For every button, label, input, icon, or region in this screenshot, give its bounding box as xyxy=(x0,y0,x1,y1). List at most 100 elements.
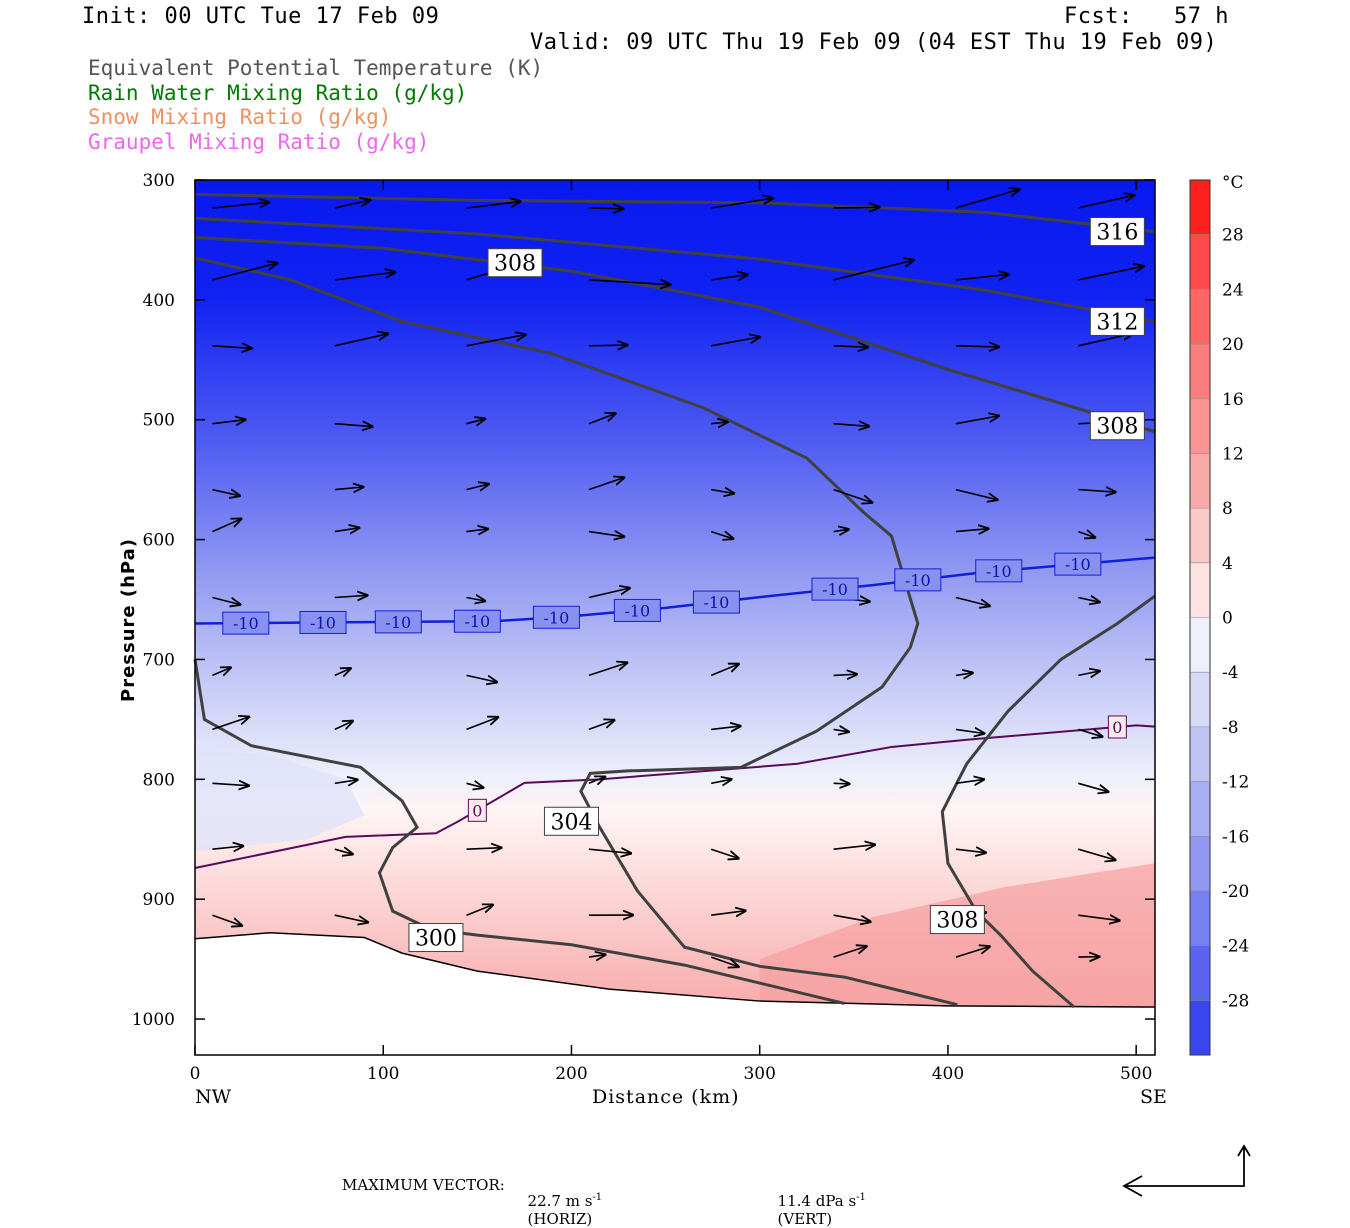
max-vector-vert-value: 11.4 dPa s xyxy=(778,1192,857,1210)
colorbar-label: 0 xyxy=(1222,609,1233,629)
colorbar-label: 4 xyxy=(1222,554,1233,574)
theta-e-label-text: 312 xyxy=(1096,310,1138,335)
reference-vector-icon xyxy=(1120,1140,1260,1200)
isotherm-minus10-label: -10 xyxy=(614,599,660,621)
colorbar-swatch xyxy=(1190,836,1210,891)
isotherm-label-text: -10 xyxy=(986,562,1012,581)
theta-e-label-text: 308 xyxy=(936,909,978,934)
max-vector-horiz: 22.7 m s-1 (HORIZ) xyxy=(518,1174,602,1228)
theta-e-label-316: 316 xyxy=(1090,218,1144,246)
max-vector-label: MAXIMUM VECTOR: xyxy=(342,1176,505,1194)
theta-e-label-312: 312 xyxy=(1090,307,1144,335)
colorbar-swatch xyxy=(1190,946,1210,1001)
theta-e-label-308: 308 xyxy=(1090,412,1144,440)
isotherm-minus10-label: -10 xyxy=(223,612,269,634)
x-tick-label: 300 xyxy=(743,1064,775,1084)
max-vector-vert-exp: -1 xyxy=(856,1192,866,1203)
isotherm-label-text: 0 xyxy=(472,801,482,820)
y-tick-label: 500 xyxy=(143,411,175,431)
theta-e-label-text: 308 xyxy=(1096,415,1138,440)
isotherm-label-text: -10 xyxy=(544,608,570,627)
theta-e-label-300: 300 xyxy=(409,924,463,952)
x-left-end-label: NW xyxy=(195,1086,231,1108)
max-vector-horiz-exp: -1 xyxy=(592,1192,602,1203)
x-tick-label: 200 xyxy=(555,1064,587,1084)
x-tick-label: 400 xyxy=(932,1064,964,1084)
colorbar-swatch xyxy=(1190,618,1210,673)
colorbar-label: 28 xyxy=(1222,226,1244,246)
colorbar-label: 12 xyxy=(1222,444,1244,464)
cross-section-chart: -10 -10 -10 -10 -10 -10 -10 -10 -10 -10 -10 0 0 316 31… xyxy=(0,0,1350,1130)
colorbar-swatch xyxy=(1190,727,1210,782)
max-vector-horiz-value: 22.7 m s xyxy=(528,1192,593,1210)
colorbar-label: -4 xyxy=(1222,663,1239,683)
y-tick-label: 300 xyxy=(143,171,175,191)
isotherm-label-text: -10 xyxy=(310,613,336,632)
isotherm-label-text: -10 xyxy=(822,580,848,599)
colorbar-label: 16 xyxy=(1222,390,1244,410)
isotherm-zero-label: 0 xyxy=(468,799,486,821)
isotherm-minus10-label: -10 xyxy=(533,606,579,628)
y-tick-label: 800 xyxy=(143,770,175,790)
isotherm-label-text: -10 xyxy=(624,601,650,620)
isotherm-label-text: -10 xyxy=(704,593,730,612)
colorbar-swatch xyxy=(1190,344,1210,399)
y-tick-label: 900 xyxy=(143,890,175,910)
colorbar-swatch xyxy=(1190,1000,1210,1055)
colorbar-label: 24 xyxy=(1222,280,1244,300)
isotherm-minus10-label: -10 xyxy=(895,569,941,591)
wind-vector xyxy=(956,346,999,347)
isotherm-minus10-label: -10 xyxy=(1055,553,1101,575)
theta-e-label-text: 308 xyxy=(494,252,536,277)
colorbar-label: 20 xyxy=(1222,335,1244,355)
x-tick-label: 100 xyxy=(367,1064,399,1084)
isotherm-label-text: -10 xyxy=(233,614,259,633)
y-tick-label: 600 xyxy=(143,531,175,551)
theta-e-label-304: 304 xyxy=(544,807,598,835)
colorbar-swatch xyxy=(1190,563,1210,618)
x-axis-label: Distance (km) xyxy=(592,1086,740,1108)
colorbar-label: -12 xyxy=(1222,773,1249,793)
colorbar-label: -24 xyxy=(1222,937,1249,957)
colorbar-swatch xyxy=(1190,891,1210,946)
colorbar-swatch xyxy=(1190,508,1210,563)
theta-e-label-text: 316 xyxy=(1096,221,1138,246)
y-tick-label: 400 xyxy=(143,291,175,311)
y-tick-label: 1000 xyxy=(132,1010,175,1030)
max-vector-vert: 11.4 dPa s-1 (VERT) xyxy=(768,1174,866,1228)
theta-e-label-text: 300 xyxy=(415,927,457,952)
colorbar-label: -16 xyxy=(1222,827,1249,847)
colorbar-label: -8 xyxy=(1222,718,1239,738)
colorbar-swatch xyxy=(1190,289,1210,344)
colorbar-unit: °C xyxy=(1222,173,1244,193)
isotherm-zero-label: 0 xyxy=(1108,716,1126,738)
colorbar-swatch xyxy=(1190,399,1210,454)
colorbar-swatch xyxy=(1190,453,1210,508)
isotherm-label-text: -10 xyxy=(464,612,490,631)
x-tick-label: 500 xyxy=(1120,1064,1152,1084)
wind-vector xyxy=(834,207,880,208)
isotherm-minus10-label: -10 xyxy=(693,591,739,613)
isotherm-minus10-label: -10 xyxy=(375,611,421,633)
isotherm-label-text: -10 xyxy=(385,613,411,632)
theta-e-label-308: 308 xyxy=(488,249,542,277)
max-vector-horiz-tag: (HORIZ) xyxy=(528,1210,593,1228)
colorbar-swatch xyxy=(1190,782,1210,837)
colorbar-label: -20 xyxy=(1222,882,1249,902)
x-tick-label: 0 xyxy=(190,1064,201,1084)
theta-e-label-text: 304 xyxy=(550,810,592,835)
colorbar-swatch xyxy=(1190,235,1210,290)
wind-vector xyxy=(589,208,623,209)
isotherm-minus10-label: -10 xyxy=(300,611,346,633)
colorbar-label: -28 xyxy=(1222,991,1249,1011)
max-vector-vert-tag: (VERT) xyxy=(778,1210,833,1228)
isotherm-label-text: -10 xyxy=(905,571,931,590)
colorbar-swatch xyxy=(1190,672,1210,727)
y-tick-label: 700 xyxy=(143,650,175,670)
colorbar-label: 8 xyxy=(1222,499,1233,519)
colorbar-swatch xyxy=(1190,180,1210,235)
isotherm-minus10-label: -10 xyxy=(812,578,858,600)
wind-vector xyxy=(589,345,627,346)
wind-vector xyxy=(834,783,850,784)
isotherm-minus10-label: -10 xyxy=(976,560,1022,582)
